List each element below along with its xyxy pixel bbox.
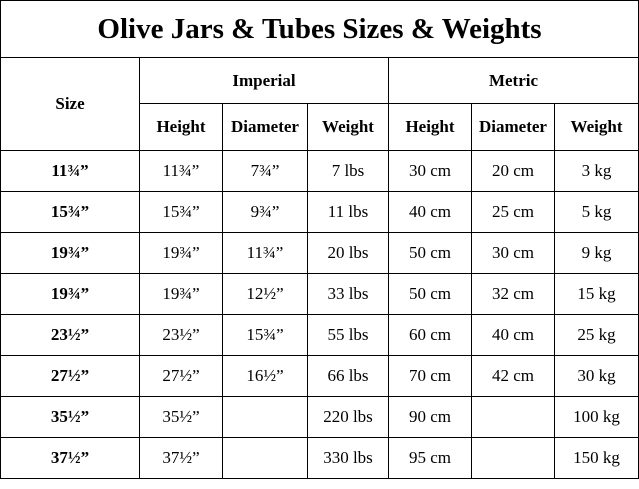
imperial-diameter-cell: 16½” [222, 355, 308, 397]
metric-height-cell: 70 cm [388, 355, 472, 397]
metric-diameter-cell: 30 cm [471, 232, 555, 274]
table-row: 35½” 35½” 220 lbs 90 cm 100 kg [0, 396, 639, 438]
size-cell: 27½” [0, 355, 140, 397]
metric-diameter-cell: 42 cm [471, 355, 555, 397]
metric-weight-cell: 150 kg [553, 437, 639, 479]
metric-diameter-cell [471, 437, 555, 479]
imperial-weight-cell: 7 lbs [307, 150, 389, 192]
imperial-height-cell: 15¾” [139, 191, 223, 233]
imperial-weight-cell: 330 lbs [307, 437, 389, 479]
metric-height-cell: 40 cm [388, 191, 472, 233]
imperial-weight-cell: 33 lbs [307, 273, 389, 315]
size-column-header: Size [0, 57, 140, 151]
metric-weight-cell: 9 kg [553, 232, 639, 274]
metric-height-cell: 60 cm [388, 314, 472, 356]
imperial-height-cell: 37½” [139, 437, 223, 479]
imperial-diameter-cell [222, 396, 308, 438]
imperial-height-cell: 11¾” [139, 150, 223, 192]
table-row: 11¾” 11¾” 7¾” 7 lbs 30 cm 20 cm 3 kg [0, 150, 639, 192]
page-title: Olive Jars & Tubes Sizes & Weights [0, 0, 639, 58]
table-row: 37½” 37½” 330 lbs 95 cm 150 kg [0, 437, 639, 479]
table-row: 23½” 23½” 15¾” 55 lbs 60 cm 40 cm 25 kg [0, 314, 639, 356]
size-cell: 37½” [0, 437, 140, 479]
metric-height-header: Height [388, 103, 472, 151]
imperial-diameter-cell: 7¾” [222, 150, 308, 192]
metric-height-cell: 90 cm [388, 396, 472, 438]
size-cell: 11¾” [0, 150, 140, 192]
imperial-height-cell: 27½” [139, 355, 223, 397]
sizes-weights-table: Olive Jars & Tubes Sizes & Weights Size … [0, 0, 639, 479]
metric-diameter-cell: 20 cm [471, 150, 555, 192]
table-row: 19¾” 19¾” 12½” 33 lbs 50 cm 32 cm 15 kg [0, 273, 639, 315]
size-cell: 35½” [0, 396, 140, 438]
imperial-weight-cell: 66 lbs [307, 355, 389, 397]
imperial-weight-cell: 220 lbs [307, 396, 389, 438]
imperial-weight-header: Weight [307, 103, 389, 151]
imperial-height-cell: 19¾” [139, 232, 223, 274]
table-row: 19¾” 19¾” 11¾” 20 lbs 50 cm 30 cm 9 kg [0, 232, 639, 274]
size-cell: 19¾” [0, 232, 140, 274]
metric-weight-cell: 100 kg [553, 396, 639, 438]
imperial-diameter-cell: 9¾” [222, 191, 308, 233]
imperial-diameter-cell: 12½” [222, 273, 308, 315]
metric-weight-cell: 3 kg [553, 150, 639, 192]
metric-diameter-cell: 25 cm [471, 191, 555, 233]
size-cell: 23½” [0, 314, 140, 356]
metric-weight-cell: 25 kg [553, 314, 639, 356]
size-cell: 19¾” [0, 273, 140, 315]
imperial-height-cell: 19¾” [139, 273, 223, 315]
imperial-diameter-cell [222, 437, 308, 479]
metric-height-cell: 50 cm [388, 232, 472, 274]
size-cell: 15¾” [0, 191, 140, 233]
imperial-group-header: Imperial [139, 57, 389, 104]
imperial-height-cell: 35½” [139, 396, 223, 438]
metric-diameter-cell: 40 cm [471, 314, 555, 356]
imperial-diameter-cell: 15¾” [222, 314, 308, 356]
metric-diameter-cell: 32 cm [471, 273, 555, 315]
metric-height-cell: 50 cm [388, 273, 472, 315]
metric-height-cell: 95 cm [388, 437, 472, 479]
imperial-diameter-cell: 11¾” [222, 232, 308, 274]
imperial-weight-cell: 55 lbs [307, 314, 389, 356]
metric-height-cell: 30 cm [388, 150, 472, 192]
metric-weight-cell: 15 kg [553, 273, 639, 315]
table-row: 27½” 27½” 16½” 66 lbs 70 cm 42 cm 30 kg [0, 355, 639, 397]
metric-diameter-cell [471, 396, 555, 438]
imperial-weight-cell: 11 lbs [307, 191, 389, 233]
imperial-diameter-header: Diameter [222, 103, 308, 151]
imperial-weight-cell: 20 lbs [307, 232, 389, 274]
metric-diameter-header: Diameter [471, 103, 555, 151]
metric-weight-cell: 5 kg [553, 191, 639, 233]
imperial-height-header: Height [139, 103, 223, 151]
metric-weight-header: Weight [553, 103, 639, 151]
imperial-height-cell: 23½” [139, 314, 223, 356]
metric-weight-cell: 30 kg [553, 355, 639, 397]
metric-group-header: Metric [387, 57, 639, 104]
table-row: 15¾” 15¾” 9¾” 11 lbs 40 cm 25 cm 5 kg [0, 191, 639, 233]
